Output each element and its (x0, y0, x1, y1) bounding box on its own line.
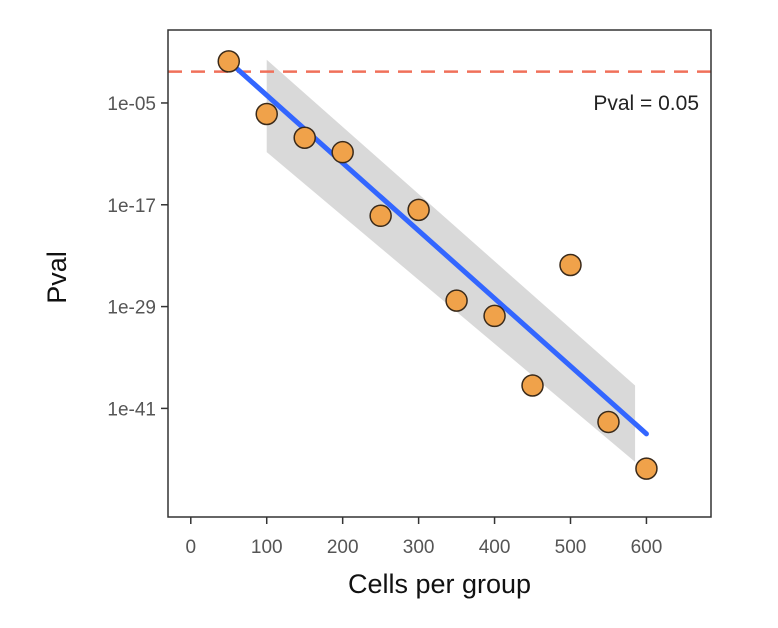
x-tick-label: 400 (479, 537, 511, 558)
y-tick-label: 1e-29 (107, 298, 156, 319)
threshold-annotation: Pval = 0.05 (593, 92, 699, 115)
data-point (255, 102, 278, 126)
data-point (483, 304, 506, 328)
data-points-layer (217, 50, 658, 480)
x-axis-title: Cells per group (348, 569, 531, 599)
fit-line-layer (226, 58, 649, 437)
data-point (293, 126, 316, 150)
y-axis: 1e-05 1e-17 1e-29 1e-41 (107, 94, 168, 420)
data-point (217, 50, 241, 73)
data-point (521, 374, 544, 397)
x-axis: 0 100 200 300 400 500 600 (185, 517, 662, 558)
data-point (331, 140, 354, 164)
data-point (407, 198, 430, 222)
y-tick-label: 1e-17 (107, 196, 156, 217)
data-point (369, 204, 392, 228)
data-point (445, 289, 468, 312)
x-tick-label: 0 (185, 537, 196, 558)
x-tick-label: 600 (631, 537, 663, 558)
data-point (597, 410, 620, 434)
y-axis-title: Pval (42, 251, 72, 304)
x-tick-label: 100 (251, 537, 283, 558)
y-tick-label: 1e-41 (107, 399, 156, 420)
plot-panel-border (167, 29, 712, 518)
data-point (635, 457, 658, 480)
x-tick-label: 300 (403, 537, 435, 558)
x-tick-label: 500 (555, 537, 587, 558)
y-tick-label: 1e-05 (107, 94, 156, 115)
data-point (559, 253, 582, 277)
x-tick-label: 200 (327, 537, 359, 558)
fit-line (226, 58, 649, 437)
